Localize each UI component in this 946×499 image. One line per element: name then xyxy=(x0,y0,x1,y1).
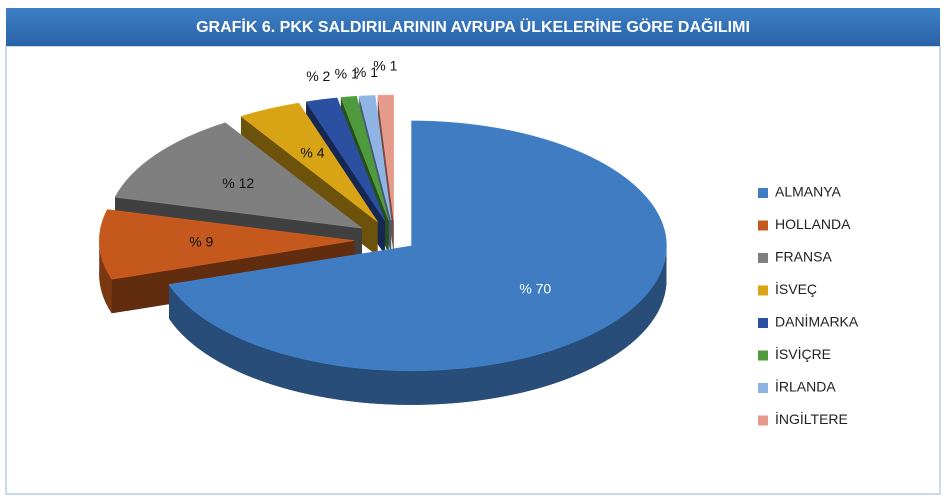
pie-slice xyxy=(168,120,667,372)
legend-label: HOLLANDA xyxy=(775,216,851,232)
slice-wall xyxy=(168,245,667,405)
legend-swatch xyxy=(758,415,768,426)
legend-label: İSVİÇRE xyxy=(775,345,831,362)
data-label: % 70 xyxy=(519,281,551,297)
legend-label: İRLANDA xyxy=(775,378,836,395)
data-label: % 1 xyxy=(335,65,359,81)
title-bar xyxy=(6,8,940,46)
data-label: % 12 xyxy=(222,175,254,191)
legend-label: DANİMARKA xyxy=(775,313,859,330)
legend-swatch xyxy=(758,188,768,198)
legend-label: ALMANYA xyxy=(775,184,842,200)
pie-slice xyxy=(377,94,394,221)
pie-slice xyxy=(358,95,392,221)
pie-slice xyxy=(114,122,363,229)
legend-label: İNGİLTERE xyxy=(775,410,848,427)
data-label: % 9 xyxy=(189,234,213,250)
data-label: % 2 xyxy=(306,68,330,84)
pie-slice xyxy=(240,102,378,223)
pie-slice xyxy=(98,209,355,280)
legend-swatch xyxy=(758,318,768,328)
data-label: % 1 xyxy=(354,64,378,80)
slice-wall xyxy=(99,240,112,314)
data-label: % 1 xyxy=(373,58,397,74)
data-label: % 4 xyxy=(300,145,324,161)
chart-title: GRAFİK 6. PKK SALDIRILARININ AVRUPA ÜLKE… xyxy=(196,17,750,36)
legend-swatch xyxy=(758,383,768,393)
legend-label: FRANSA xyxy=(775,249,832,265)
pie-slice xyxy=(340,95,389,221)
pie-slice xyxy=(305,97,386,221)
legend-swatch xyxy=(758,350,768,361)
legend-label: İSVEÇ xyxy=(775,280,817,297)
legend-swatch xyxy=(758,253,768,263)
legend-swatch xyxy=(758,285,768,296)
legend-swatch xyxy=(758,220,768,231)
